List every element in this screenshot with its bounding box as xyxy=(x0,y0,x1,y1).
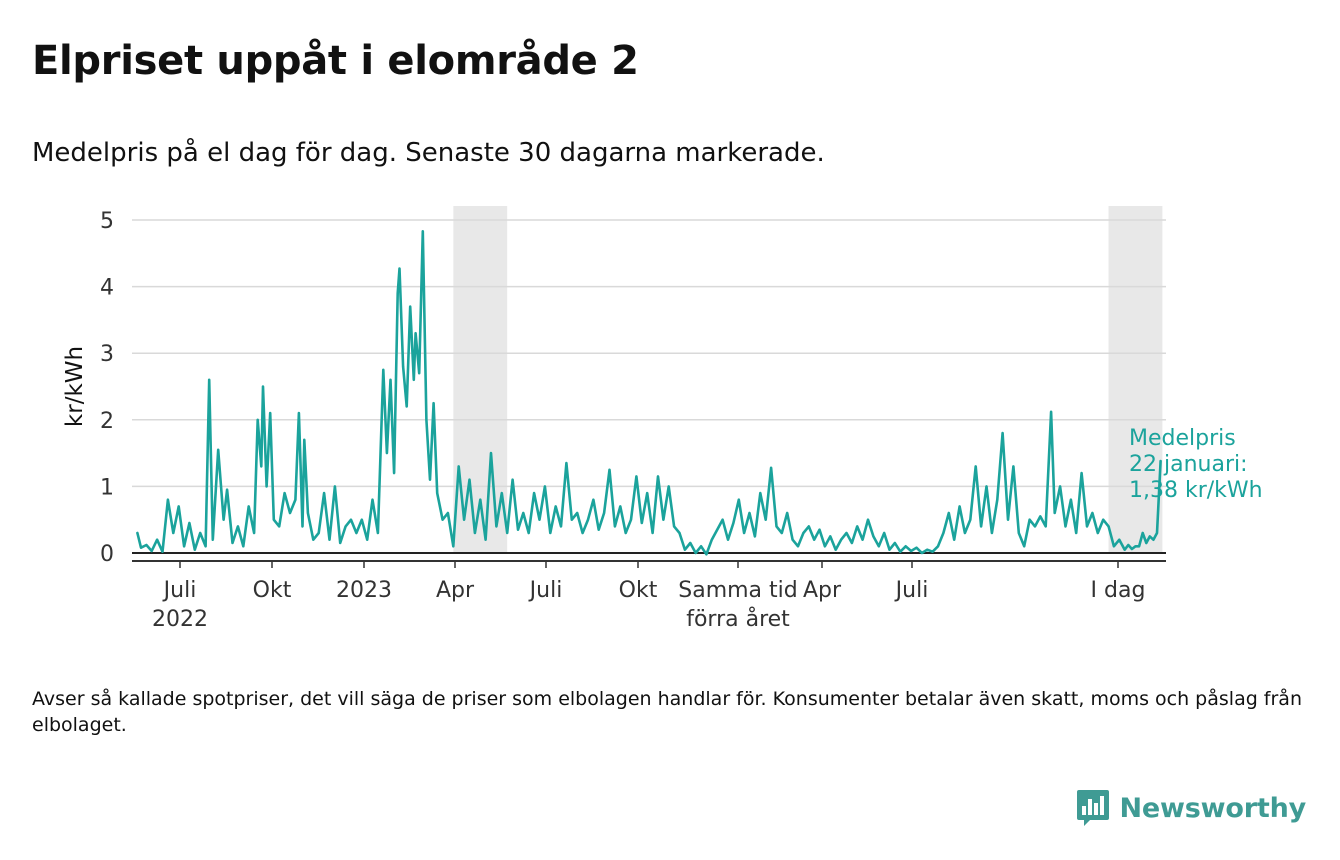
newsworthy-logo-icon xyxy=(1076,790,1109,826)
x-tick-label: Apr xyxy=(436,578,475,603)
annotation-layer: Medelpris 22 januari: 1,38 kr/kWh xyxy=(1129,426,1263,503)
y-tick-label: 1 xyxy=(100,475,114,500)
series-layer xyxy=(136,230,1162,556)
gridlines xyxy=(132,219,1166,554)
chart-title: Elpriset uppåt i elområde 2 xyxy=(32,38,639,84)
x-tick-label: Juli 2022 xyxy=(152,578,208,632)
x-tick-label: 2023 xyxy=(336,578,392,603)
y-tick-label: 3 xyxy=(100,342,114,367)
x-tick-label: Apr xyxy=(803,578,842,603)
y-axis-label: kr/kWh xyxy=(62,346,88,427)
brand[interactable]: Newsworthy xyxy=(1076,788,1306,828)
line-chart: 0 1 2 3 4 5 kr/kWh Juli 2022 Okt 2023 Apr Juli Okt Sa… xyxy=(62,206,1263,632)
x-tick-label: Juli xyxy=(894,578,929,603)
y-tick-label: 5 xyxy=(100,209,114,234)
series-line-0 xyxy=(136,230,1162,556)
x-axis: Juli 2022 Okt 2023 Apr Juli Okt Samma tid förra … xyxy=(132,560,1166,632)
y-axis: 0 1 2 3 4 5 kr/kWh xyxy=(62,209,114,567)
x-tick-label: Juli xyxy=(528,578,563,603)
chart-subtitle: Medelpris på el dag för dag. Senaste 30 … xyxy=(32,138,825,168)
y-tick-label: 2 xyxy=(100,409,114,434)
y-tick-label: 4 xyxy=(100,276,114,301)
brand-name: Newsworthy xyxy=(1119,792,1307,824)
latest-value-annotation: Medelpris 22 januari: 1,38 kr/kWh xyxy=(1129,426,1263,503)
x-tick-label: Okt xyxy=(619,578,658,603)
footnote: Avser så kallade spotpriser, det vill sä… xyxy=(32,688,1302,736)
x-tick-label: I dag xyxy=(1091,578,1146,603)
highlight-band-1 xyxy=(1108,206,1163,553)
y-tick-label: 0 xyxy=(100,542,114,567)
chart-area: 0 1 2 3 4 5 kr/kWh Juli 2022 Okt 2023 Apr Juli Okt Sa… xyxy=(0,190,1340,650)
x-tick-label: Okt xyxy=(253,578,292,603)
x-tick-label: Samma tid förra året xyxy=(678,578,798,632)
